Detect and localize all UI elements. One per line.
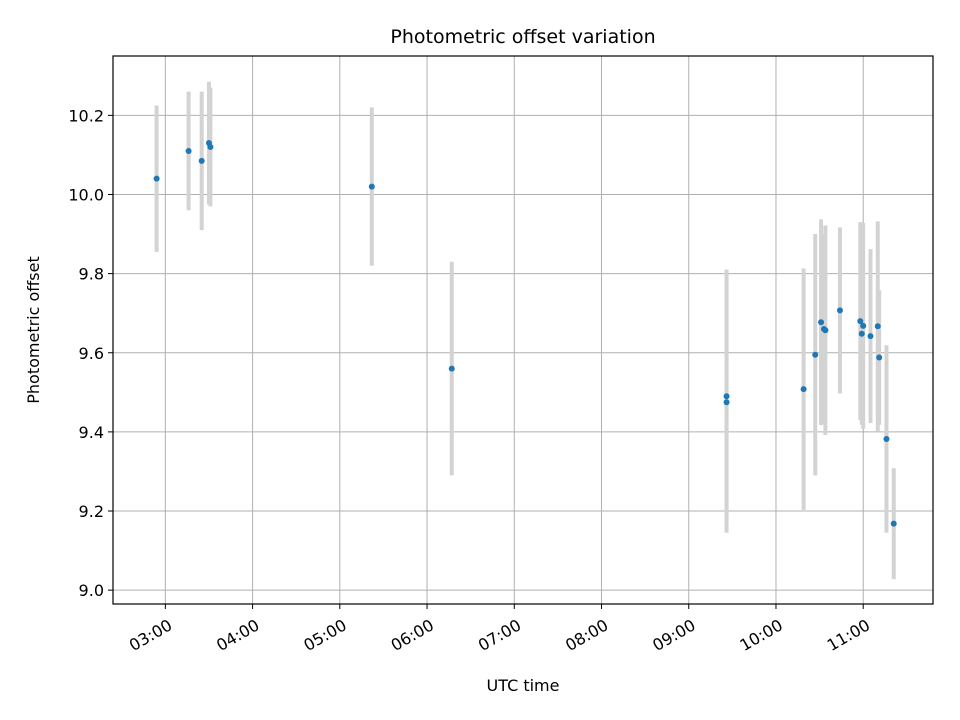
data-point	[890, 520, 897, 527]
y-axis-ticks: 9.0 9.2 9.4 9.6 9.8 10.0 10.2	[68, 106, 113, 600]
data-point	[883, 436, 890, 443]
y-tick-label: 9.2	[79, 502, 104, 521]
y-tick-label: 10.2	[68, 106, 104, 125]
data-point	[860, 322, 867, 329]
data-point	[448, 365, 455, 372]
y-tick-label: 9.6	[79, 344, 104, 363]
data-point	[368, 183, 375, 190]
data-point	[812, 351, 819, 358]
data-point	[858, 330, 865, 337]
data-point	[836, 307, 843, 314]
data-point	[723, 393, 730, 400]
y-tick-label: 9.0	[79, 581, 104, 600]
data-point	[818, 319, 825, 326]
data-point	[800, 386, 807, 393]
data-point	[822, 327, 829, 334]
data-point	[874, 323, 881, 330]
y-axis-label: Photometric offset	[24, 256, 43, 404]
data-point	[198, 157, 205, 164]
data-point	[723, 399, 730, 406]
x-axis-label: UTC time	[487, 676, 560, 695]
y-tick-label: 9.8	[79, 265, 104, 284]
data-point	[857, 318, 864, 325]
data-points	[153, 140, 897, 527]
y-tick-label: 9.4	[79, 423, 104, 442]
y-tick-label: 10.0	[68, 185, 104, 204]
data-point	[867, 333, 874, 340]
data-point	[207, 144, 214, 151]
data-point	[153, 175, 160, 182]
data-point	[876, 354, 883, 361]
grid	[113, 56, 933, 604]
plot-frame	[112, 55, 934, 605]
data-point	[185, 147, 192, 154]
chart-title: Photometric offset variation	[390, 26, 655, 48]
